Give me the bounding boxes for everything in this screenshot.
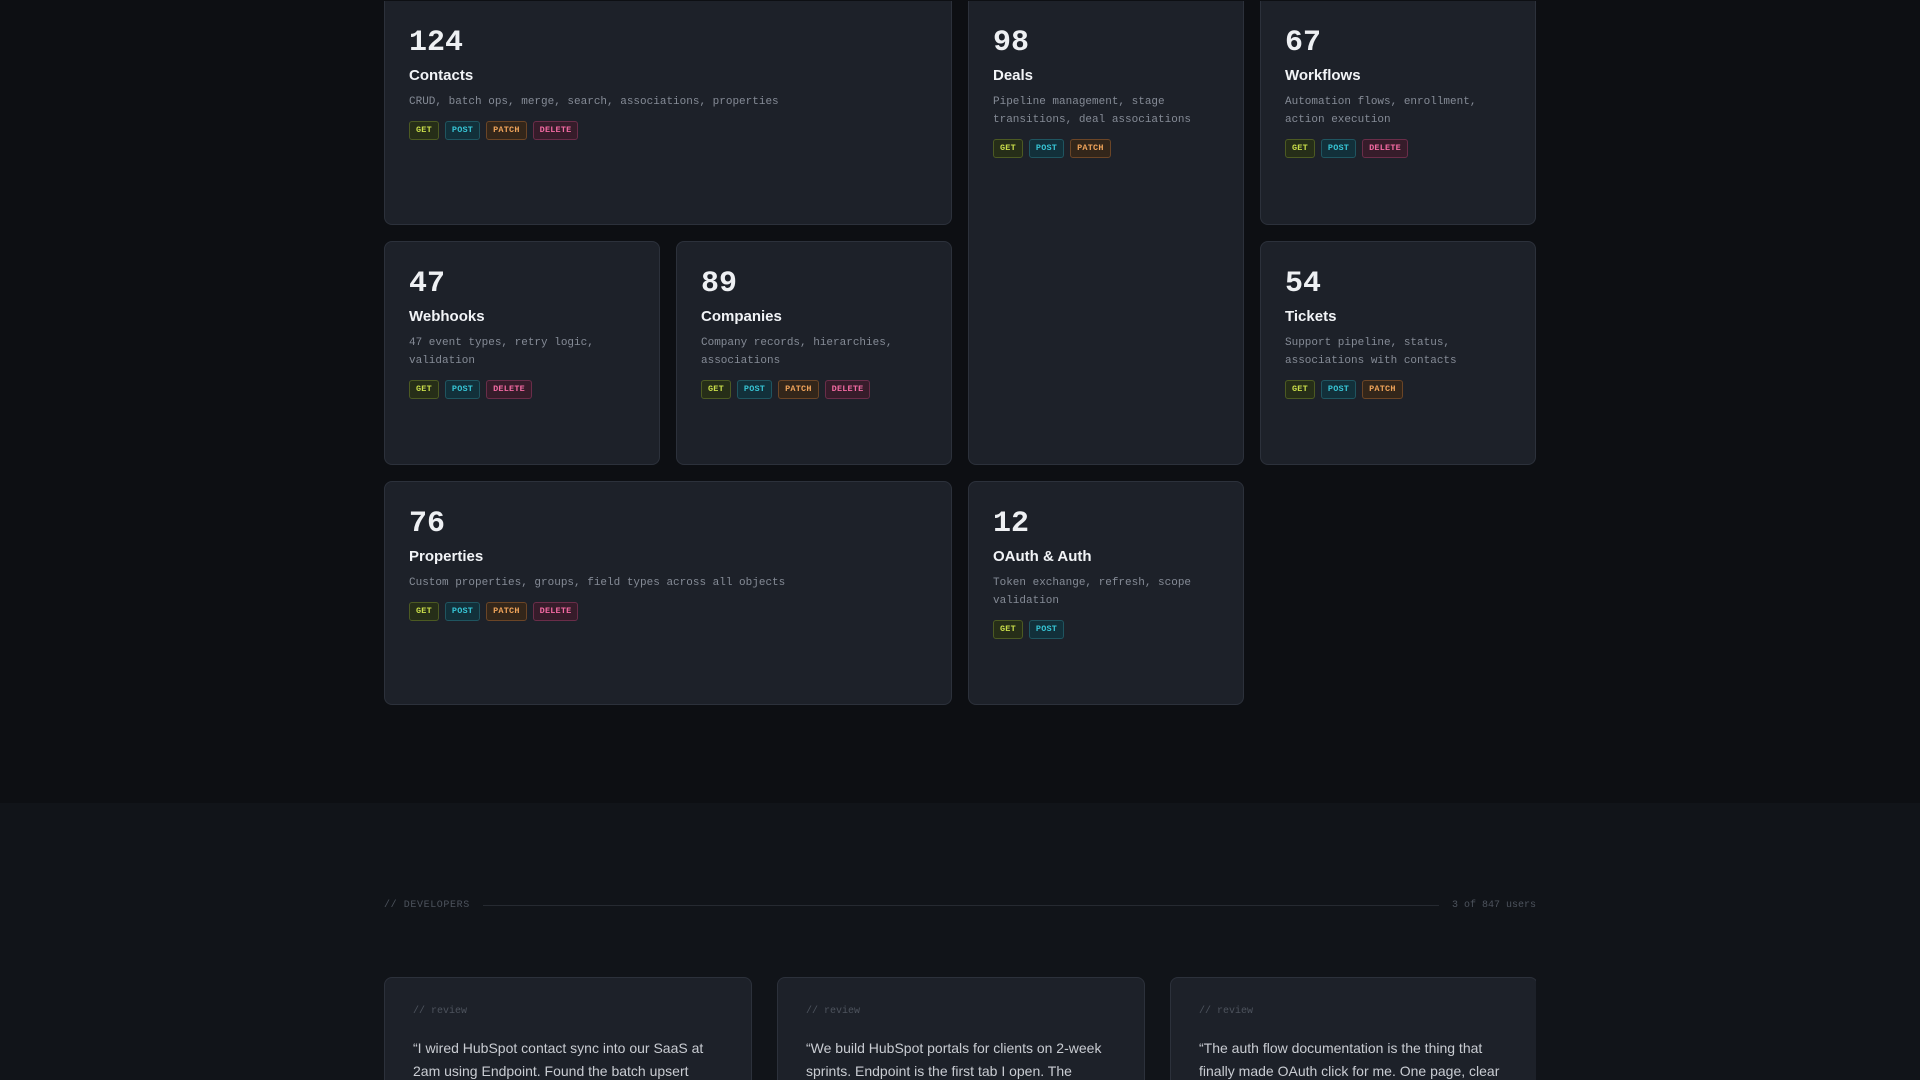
method-badges: GET POST <box>993 620 1219 639</box>
category-description: Token exchange, refresh, scope validatio… <box>993 577 1192 607</box>
delete-badge: DELETE <box>532 121 579 140</box>
get-badge: GET <box>1285 139 1315 158</box>
delete-badge: DELETE <box>486 380 532 399</box>
review-card: // review “I wired HubSpot contact sync … <box>384 977 752 1080</box>
category-card-tickets[interactable]: 54 Tickets Support pipeline, status, ass… <box>1260 241 1536 465</box>
developers-header: // DEVELOPERS 3 of 847 users <box>384 898 1536 912</box>
category-description: Pipeline management, stage transitions, … <box>993 96 1192 126</box>
category-card-oauth[interactable]: 12 OAuth & Auth Token exchange, refresh,… <box>968 481 1244 705</box>
endpoint-count: 124 <box>409 26 464 60</box>
endpoint-category-grid: 124 Contacts CRUD, batch ops, merge, sea… <box>384 1 1536 707</box>
category-title: Properties <box>409 548 484 565</box>
category-title: Companies <box>701 308 782 325</box>
get-badge: GET <box>701 380 731 399</box>
patch-badge: PATCH <box>486 602 527 621</box>
method-badges: GET POST PATCH DELETE <box>701 380 927 399</box>
post-badge: POST <box>1320 380 1357 399</box>
category-title: Deals <box>993 67 1034 84</box>
category-card-deals[interactable]: 98 Deals Pipeline management, stage tran… <box>968 1 1244 465</box>
endpoint-count: 98 <box>993 26 1030 60</box>
endpoint-count: 67 <box>1285 26 1322 60</box>
category-title: Workflows <box>1285 67 1361 84</box>
category-title: Contacts <box>409 67 474 84</box>
review-list: // review “I wired HubSpot contact sync … <box>384 977 1536 1080</box>
patch-badge: PATCH <box>486 121 527 140</box>
get-badge: GET <box>993 620 1023 639</box>
endpoint-count: 54 <box>1285 267 1322 301</box>
method-badges: GET POST PATCH <box>1285 380 1511 399</box>
post-badge: POST <box>444 121 481 140</box>
endpoint-count: 47 <box>409 267 446 301</box>
category-description: CRUD, batch ops, merge, search, associat… <box>409 96 779 108</box>
divider <box>482 904 1439 906</box>
get-badge: GET <box>993 139 1023 158</box>
category-card-properties[interactable]: 76 Properties Custom properties, groups,… <box>384 481 952 705</box>
delete-badge: DELETE <box>532 602 579 621</box>
patch-badge: PATCH <box>1070 139 1111 158</box>
patch-badge: PATCH <box>778 380 819 399</box>
post-badge: POST <box>444 602 481 621</box>
method-badges: GET POST PATCH DELETE <box>409 121 927 140</box>
method-badges: GET POST DELETE <box>1285 139 1511 158</box>
category-description: Automation flows, enrollment, action exe… <box>1285 96 1477 126</box>
review-quote: “The auth flow documentation is the thin… <box>1199 1040 1500 1079</box>
category-title: Tickets <box>1285 308 1337 325</box>
post-badge: POST <box>1028 139 1065 158</box>
post-badge: POST <box>444 380 481 399</box>
review-tag: // review <box>806 1006 861 1017</box>
developers-label: // DEVELOPERS <box>384 899 470 911</box>
category-description: 47 event types, retry logic, validation <box>409 337 594 367</box>
category-card-companies[interactable]: 89 Companies Company records, hierarchie… <box>676 241 952 465</box>
post-badge: POST <box>1320 139 1357 158</box>
review-quote: “I wired HubSpot contact sync into our S… <box>413 1040 704 1079</box>
category-title: OAuth & Auth <box>993 548 1092 565</box>
review-tag: // review <box>413 1006 468 1017</box>
method-badges: GET POST PATCH DELETE <box>409 602 927 621</box>
review-card: // review “The auth flow documentation i… <box>1170 977 1536 1080</box>
method-badges: GET POST PATCH <box>993 139 1219 158</box>
get-badge: GET <box>409 121 439 140</box>
method-badges: GET POST DELETE <box>409 380 635 399</box>
category-card-workflows[interactable]: 67 Workflows Automation flows, enrollmen… <box>1260 1 1536 225</box>
category-card-webhooks[interactable]: 47 Webhooks 47 event types, retry logic,… <box>384 241 660 465</box>
endpoint-count: 12 <box>993 507 1030 541</box>
developers-count: 3 of 847 users <box>1451 899 1536 911</box>
post-badge: POST <box>1028 620 1065 639</box>
category-description: Custom properties, groups, field types a… <box>409 577 786 589</box>
review-tag: // review <box>1199 1006 1254 1017</box>
category-description: Company records, hierarchies, associatio… <box>701 337 893 367</box>
delete-badge: DELETE <box>1362 139 1408 158</box>
endpoint-count: 76 <box>409 507 446 541</box>
review-quote: “We build HubSpot portals for clients on… <box>806 1040 1102 1079</box>
get-badge: GET <box>409 602 439 621</box>
delete-badge: DELETE <box>824 380 871 399</box>
post-badge: POST <box>736 380 773 399</box>
category-description: Support pipeline, status, associations w… <box>1285 337 1457 367</box>
endpoint-count: 89 <box>701 267 738 301</box>
category-title: Webhooks <box>409 308 485 325</box>
review-card: // review “We build HubSpot portals for … <box>777 977 1145 1080</box>
get-badge: GET <box>1285 380 1315 399</box>
get-badge: GET <box>409 380 439 399</box>
category-card-contacts[interactable]: 124 Contacts CRUD, batch ops, merge, sea… <box>384 1 952 225</box>
patch-badge: PATCH <box>1362 380 1403 399</box>
